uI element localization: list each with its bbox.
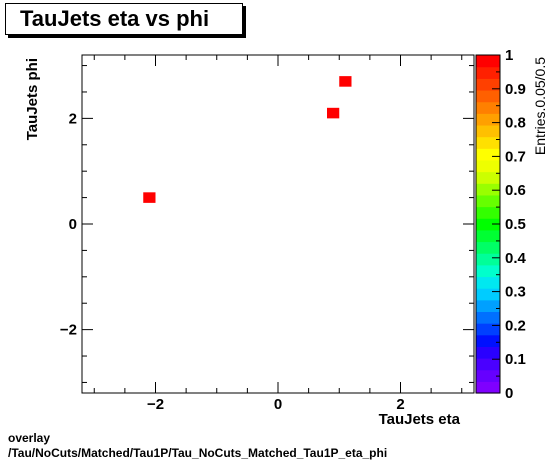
z-tick-label: 0.7 bbox=[505, 148, 526, 165]
y-axis-label: TauJets phi bbox=[24, 58, 41, 140]
color-scale-band bbox=[476, 89, 500, 103]
color-scale-band bbox=[476, 229, 500, 243]
y-tick-label: −2 bbox=[60, 322, 77, 339]
z-tick-label: 0.6 bbox=[505, 182, 526, 199]
y-tick-label: 2 bbox=[69, 110, 77, 127]
z-tick-label: 0.5 bbox=[505, 216, 526, 233]
heatmap-cell bbox=[143, 192, 156, 203]
z-tick-label: 0.1 bbox=[505, 351, 526, 368]
z-tick-label: 0.9 bbox=[505, 81, 526, 98]
y-tick-label: 0 bbox=[69, 216, 77, 233]
color-scale-band bbox=[476, 311, 500, 324]
z-axis-label: Entries.0.05/0.5 bbox=[532, 57, 546, 155]
color-scale-band bbox=[476, 113, 500, 126]
color-scale-band bbox=[476, 66, 500, 79]
color-scale-band bbox=[476, 148, 500, 161]
color-scale-band bbox=[476, 136, 500, 149]
chart-title: TauJets eta vs phi bbox=[20, 6, 210, 31]
color-scale-band bbox=[476, 171, 500, 184]
z-tick-label: 1 bbox=[505, 47, 513, 64]
chart-title-box: TauJets eta vs phi bbox=[5, 3, 243, 35]
color-scale-band bbox=[476, 206, 500, 219]
color-scale-band bbox=[476, 369, 500, 382]
color-scale-band bbox=[476, 299, 500, 313]
color-scale-band bbox=[476, 183, 500, 196]
color-scale-band bbox=[476, 78, 500, 91]
z-tick-label: 0.4 bbox=[505, 250, 527, 267]
color-scale-band bbox=[476, 334, 500, 347]
color-scale-band bbox=[476, 288, 500, 301]
heatmap-cell bbox=[339, 76, 352, 87]
z-tick-label: 0.8 bbox=[505, 115, 526, 132]
footer-overlay-label: overlay bbox=[8, 431, 51, 445]
color-scale-band bbox=[476, 346, 500, 359]
x-tick-label: 0 bbox=[274, 396, 282, 413]
color-scale-band bbox=[476, 55, 500, 68]
plot-frame bbox=[81, 54, 475, 394]
color-scale-band bbox=[476, 276, 500, 289]
color-scale-band bbox=[476, 101, 500, 114]
heatmap-cell bbox=[327, 107, 340, 119]
color-scale-band bbox=[476, 159, 500, 173]
z-tick-label: 0 bbox=[505, 385, 513, 402]
x-tick-label: 2 bbox=[396, 396, 404, 413]
color-scale-band bbox=[476, 218, 500, 231]
color-scale-band bbox=[476, 253, 500, 266]
x-axis-label: TauJets eta bbox=[379, 411, 461, 428]
color-scale-band bbox=[476, 381, 500, 394]
color-scale-band bbox=[476, 264, 500, 278]
x-tick-label: −2 bbox=[147, 396, 164, 413]
color-scale-band bbox=[476, 358, 500, 371]
color-scale-band bbox=[476, 194, 500, 208]
color-scale-band bbox=[476, 241, 500, 254]
footer-path-label: /Tau/NoCuts/Matched/Tau1P/Tau_NoCuts_Mat… bbox=[8, 446, 388, 460]
color-scale-band bbox=[476, 323, 500, 336]
z-tick-label: 0.3 bbox=[505, 284, 526, 301]
color-scale-band bbox=[476, 124, 500, 138]
z-tick-label: 0.2 bbox=[505, 317, 526, 334]
